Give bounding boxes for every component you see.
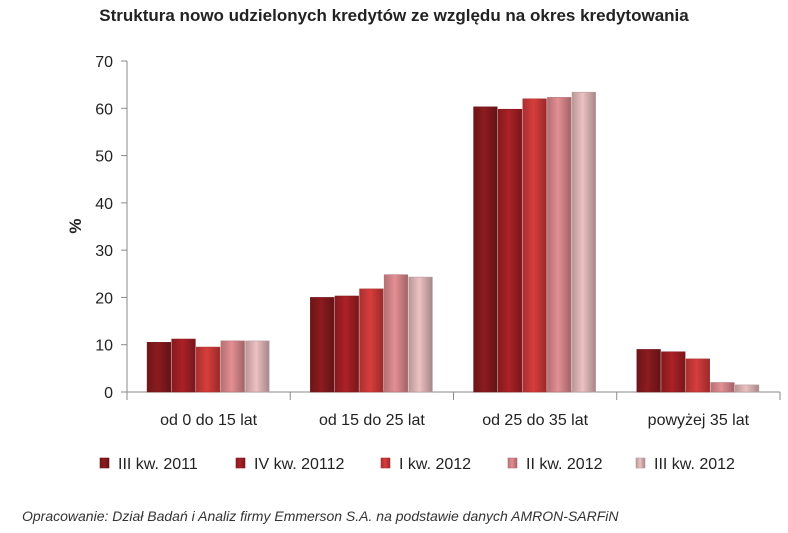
y-tick-label: 40 [95,196,113,213]
legend-label-3: I kw. 2012 [399,456,471,473]
bar-4-cat-1 [220,340,245,393]
y-tick-label: 60 [95,101,113,118]
legend-swatch-3 [380,457,391,469]
legend-swatch-2 [235,457,246,469]
y-tick-label: 0 [104,385,113,402]
bar-4-cat-3 [547,97,572,393]
bar-2-cat-4 [661,351,686,393]
x-category-label: od 25 do 35 lat [482,412,588,429]
labels: od 0 do 15 lat od 15 do 25 lat od 25 do 35… [160,412,749,429]
legend-swatch-4 [507,457,518,469]
legend-label-1: III kw. 2011 [118,456,198,473]
legend: III kw. 2011 IV kw. 20112 I kw. 2012 II kw.… [99,456,735,473]
axes: 0 10 20 30 40 50 60 70% [66,54,781,402]
chart-title: Struktura nowo udzielonych kredytów ze w… [99,6,689,25]
legend-label-4: II kw. 2012 [526,456,603,473]
x-category-label: od 0 do 15 lat [160,412,258,429]
y-axis-label: % [66,218,85,233]
bar-4-cat-2 [383,274,409,393]
bar-1-cat-4 [636,349,661,393]
legend-label-2: IV kw. 20112 [254,456,345,473]
bar-2-cat-1 [171,338,196,393]
legend-swatch-5 [635,457,646,469]
bar-3-cat-4 [685,358,710,393]
legend-label-5: III kw. 2012 [654,456,735,473]
y-tick-label: 70 [95,54,113,71]
bar-2-cat-3 [497,108,523,393]
y-tick-label: 30 [95,243,113,260]
bar-3-cat-1 [196,346,221,393]
bar-5-cat-4 [734,384,760,393]
source-note: Opracowanie: Dział Badań i Analiz firmy … [22,508,619,524]
bar-1-cat-2 [310,297,335,393]
bar-2-cat-2 [334,295,359,393]
bar-1-cat-1 [146,342,172,393]
x-category-label: od 15 do 25 lat [319,412,425,429]
bar-3-cat-2 [359,288,384,393]
legend-swatch-1 [99,457,110,469]
bar-3-cat-3 [522,98,547,393]
bar-5-cat-1 [245,340,270,393]
bar-1-cat-3 [473,106,498,393]
x-category-label: powyżej 35 lat [648,412,750,429]
y-tick-label: 20 [95,290,113,307]
bar-4-cat-4 [710,382,735,393]
bars [146,91,760,393]
y-tick-label: 10 [95,338,113,355]
bar-5-cat-3 [571,91,596,393]
y-tick-label: 50 [95,149,113,166]
bar-5-cat-2 [408,276,433,393]
